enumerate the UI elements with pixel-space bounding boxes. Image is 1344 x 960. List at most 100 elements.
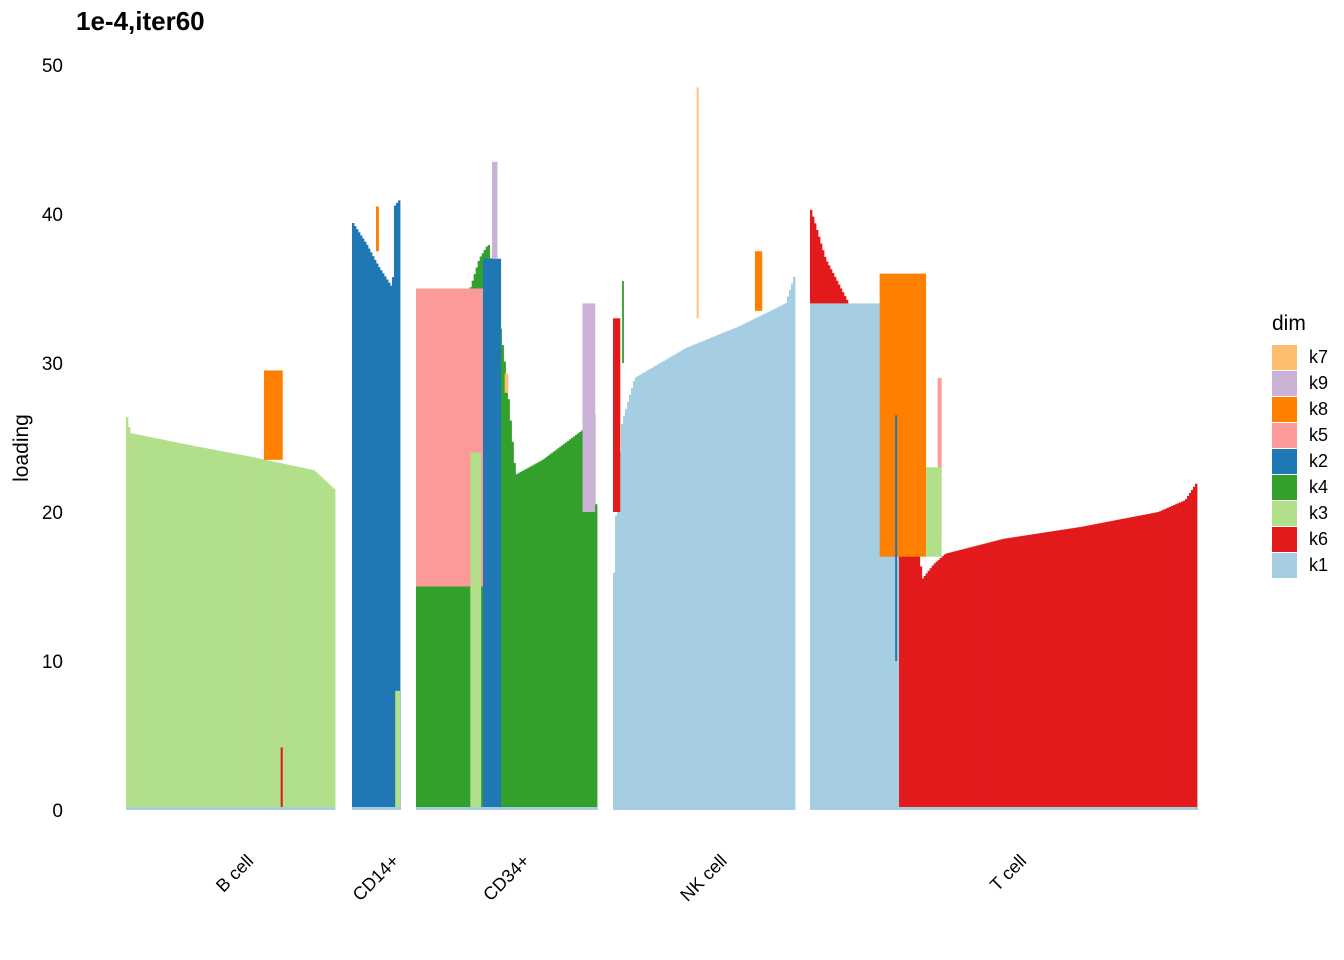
bar: [207, 448, 210, 810]
bar: [143, 436, 147, 810]
bar: [667, 358, 670, 810]
bar: [171, 441, 175, 810]
bar: [1057, 530, 1060, 810]
bar: [1061, 529, 1064, 810]
bar: [957, 550, 961, 810]
bar: [301, 467, 304, 810]
bar: [521, 470, 524, 810]
bar: [675, 353, 678, 810]
bar: [1081, 526, 1084, 810]
bar: [1143, 514, 1146, 810]
bar: [231, 453, 234, 810]
bar: [1091, 524, 1094, 810]
bar: [901, 446, 905, 810]
bar: [201, 447, 205, 810]
bar-segment-k8: [263, 370, 283, 460]
bar: [360, 235, 363, 811]
bar: [619, 451, 622, 810]
baseline-segment: [416, 807, 597, 810]
bar: [583, 410, 586, 810]
bar-segment-k8: [879, 273, 927, 557]
bar: [392, 277, 395, 810]
bar: [279, 463, 282, 810]
bar: [311, 469, 314, 810]
bar: [1159, 511, 1162, 810]
bar: [167, 440, 171, 810]
bar: [645, 371, 648, 810]
bar: [929, 568, 933, 810]
bar: [137, 434, 141, 810]
bar: [163, 440, 167, 810]
bar: [623, 415, 626, 810]
baseline-segment: [126, 807, 335, 810]
bar: [1167, 507, 1170, 810]
bar: [197, 446, 201, 810]
bar: [1013, 537, 1016, 810]
bar: [1053, 530, 1056, 810]
bar: [1173, 505, 1176, 810]
bar: [721, 333, 724, 810]
bar: [549, 454, 552, 810]
bar: [557, 448, 560, 810]
x-tick-label: T cell: [986, 851, 1030, 895]
bar: [1137, 515, 1140, 810]
bar: [643, 372, 646, 810]
bar: [755, 318, 758, 810]
bar: [1041, 532, 1044, 810]
bar: [551, 452, 554, 810]
bar: [1103, 522, 1106, 810]
bar: [1011, 537, 1014, 810]
bar: [217, 450, 220, 810]
bar: [1045, 532, 1048, 810]
bar: [1107, 521, 1110, 810]
bar: [679, 351, 682, 810]
bar: [263, 459, 266, 810]
bar: [917, 549, 921, 810]
bar: [187, 444, 191, 810]
legend: dim k7 k9 k8 k5 k2 k4 k3 k6 k1: [1272, 312, 1328, 578]
bar: [911, 499, 915, 810]
bar: [209, 449, 212, 810]
bar: [947, 552, 951, 810]
bar-segment-k4: [622, 281, 624, 363]
bar: [356, 229, 359, 810]
bar-segment-k8: [376, 206, 379, 252]
bar: [169, 441, 173, 810]
bar: [933, 563, 937, 810]
bar: [577, 433, 580, 810]
bar-segment-k3: [926, 467, 942, 557]
x-tick-label: NK cell: [676, 851, 730, 905]
bar: [697, 343, 700, 810]
bar: [639, 374, 642, 810]
bar: [737, 326, 740, 810]
bar: [127, 427, 131, 810]
bar: [575, 434, 578, 810]
bar: [287, 464, 290, 810]
bar-segment-k3: [470, 452, 482, 810]
legend-label: k3: [1309, 502, 1329, 523]
legend-label: k8: [1309, 398, 1329, 419]
bar: [787, 296, 790, 810]
legend-label: k2: [1309, 450, 1329, 471]
bar: [709, 338, 712, 810]
x-tick-label: CD34+: [479, 851, 533, 905]
bar: [951, 551, 955, 810]
bar: [719, 334, 722, 810]
bar-segment-k7: [696, 87, 699, 319]
bar-segment-k6: [613, 318, 621, 512]
bar: [651, 367, 654, 810]
bar: [237, 454, 240, 810]
y-tick-label: 40: [42, 205, 63, 226]
bar: [181, 443, 185, 810]
bar: [511, 441, 514, 810]
bar: [505, 377, 508, 810]
legend-title: dim: [1272, 312, 1306, 335]
bar: [553, 451, 556, 810]
bar: [739, 325, 742, 810]
bar: [235, 454, 238, 810]
bar: [677, 352, 680, 810]
bar: [323, 479, 326, 810]
bar: [1181, 501, 1184, 810]
bar: [559, 446, 562, 810]
legend-swatch: [1272, 500, 1297, 526]
